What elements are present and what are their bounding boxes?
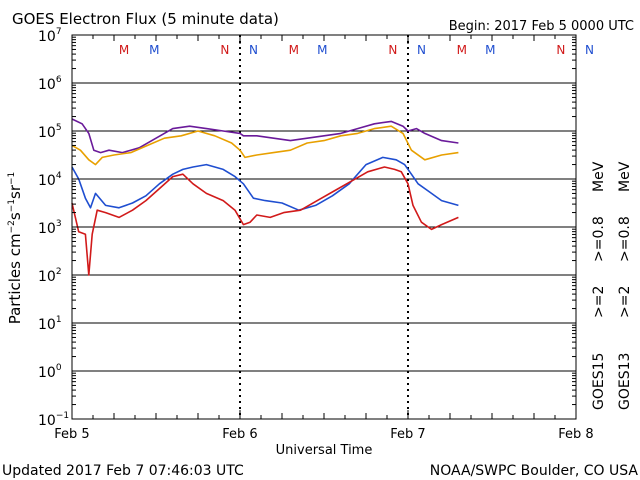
- satellite-marker: N: [417, 43, 426, 57]
- chart-title: GOES Electron Flux (5 minute data): [12, 10, 279, 28]
- satellite-marker: M: [289, 43, 299, 57]
- legend-g15-blue: >=2: [591, 286, 607, 318]
- legend-goes13: GOES13: [617, 353, 633, 410]
- x-tick-label: Feb 7: [390, 427, 425, 442]
- y-label-mid1: s: [6, 212, 24, 220]
- series-line-goes15-2-mev: [71, 156, 459, 211]
- begin-time: Begin: 2017 Feb 5 0000 UTC: [449, 19, 634, 34]
- y-tick-label: 10−1: [38, 411, 69, 429]
- y-label-exp3: −1: [7, 172, 17, 185]
- satellite-marker: M: [485, 43, 495, 57]
- x-tick-label: Feb 6: [222, 427, 257, 442]
- x-axis-label: Universal Time: [276, 443, 373, 458]
- updated-timestamp: Updated 2017 Feb 7 07:46:03 UTC: [2, 463, 244, 479]
- legend-g13-red: >=2: [617, 286, 633, 318]
- legend-g13-orange: >=0.8: [617, 216, 633, 262]
- legend-mev-1: MeV: [591, 161, 607, 192]
- tick-marks: [71, 34, 577, 420]
- satellite-marker: M: [317, 43, 327, 57]
- legend-mev-2: MeV: [617, 161, 633, 192]
- y-label-exp1: −2: [7, 220, 17, 233]
- y-label-main: Particles cm: [6, 233, 24, 324]
- y-tick-label: 100: [38, 363, 62, 381]
- credit-text: NOAA/SWPC Boulder, CO USA: [430, 463, 639, 479]
- series-line-goes15-0-8-mev: [71, 118, 459, 154]
- y-label-exp2: −1: [7, 199, 17, 212]
- y-tick-label: 106: [38, 75, 62, 93]
- y-tick-labels: 107 106 105 104 103 102 101 100 10−1: [38, 27, 69, 429]
- y-tick-label: 103: [38, 219, 62, 237]
- satellite-marker: N: [585, 43, 594, 57]
- legend-g15-purple: >=0.8: [591, 216, 607, 262]
- satellite-marker: N: [220, 43, 229, 57]
- legend-goes15: GOES15: [591, 353, 607, 410]
- satellite-marker: M: [149, 43, 159, 57]
- legend: GOES15 GOES13 >=2 >=2 >=0.8 >=0.8 MeV Me…: [591, 161, 633, 410]
- satellite-marker: M: [119, 43, 129, 57]
- series-line-goes13-0-8-mev: [71, 125, 459, 166]
- y-label-mid2: sr: [6, 184, 24, 199]
- series-lines: [71, 118, 459, 276]
- satellite-marker: M: [457, 43, 467, 57]
- y-tick-label: 104: [38, 171, 62, 189]
- satellite-marker: N: [556, 43, 565, 57]
- y-tick-label: 105: [38, 123, 62, 141]
- y-tick-label: 102: [38, 267, 62, 285]
- satellite-marker: N: [249, 43, 258, 57]
- y-axis-label: Particles cm−2s−1sr−1: [6, 172, 24, 325]
- series-line-goes13-2-mev: [71, 166, 459, 276]
- x-tick-labels: Feb 5 Feb 6 Feb 7 Feb 8: [54, 427, 593, 442]
- x-tick-label: Feb 5: [54, 427, 89, 442]
- y-tick-label: 101: [38, 315, 62, 333]
- y-tick-label: 107: [38, 27, 62, 45]
- satellite-marker: N: [388, 43, 397, 57]
- x-tick-label: Feb 8: [558, 427, 593, 442]
